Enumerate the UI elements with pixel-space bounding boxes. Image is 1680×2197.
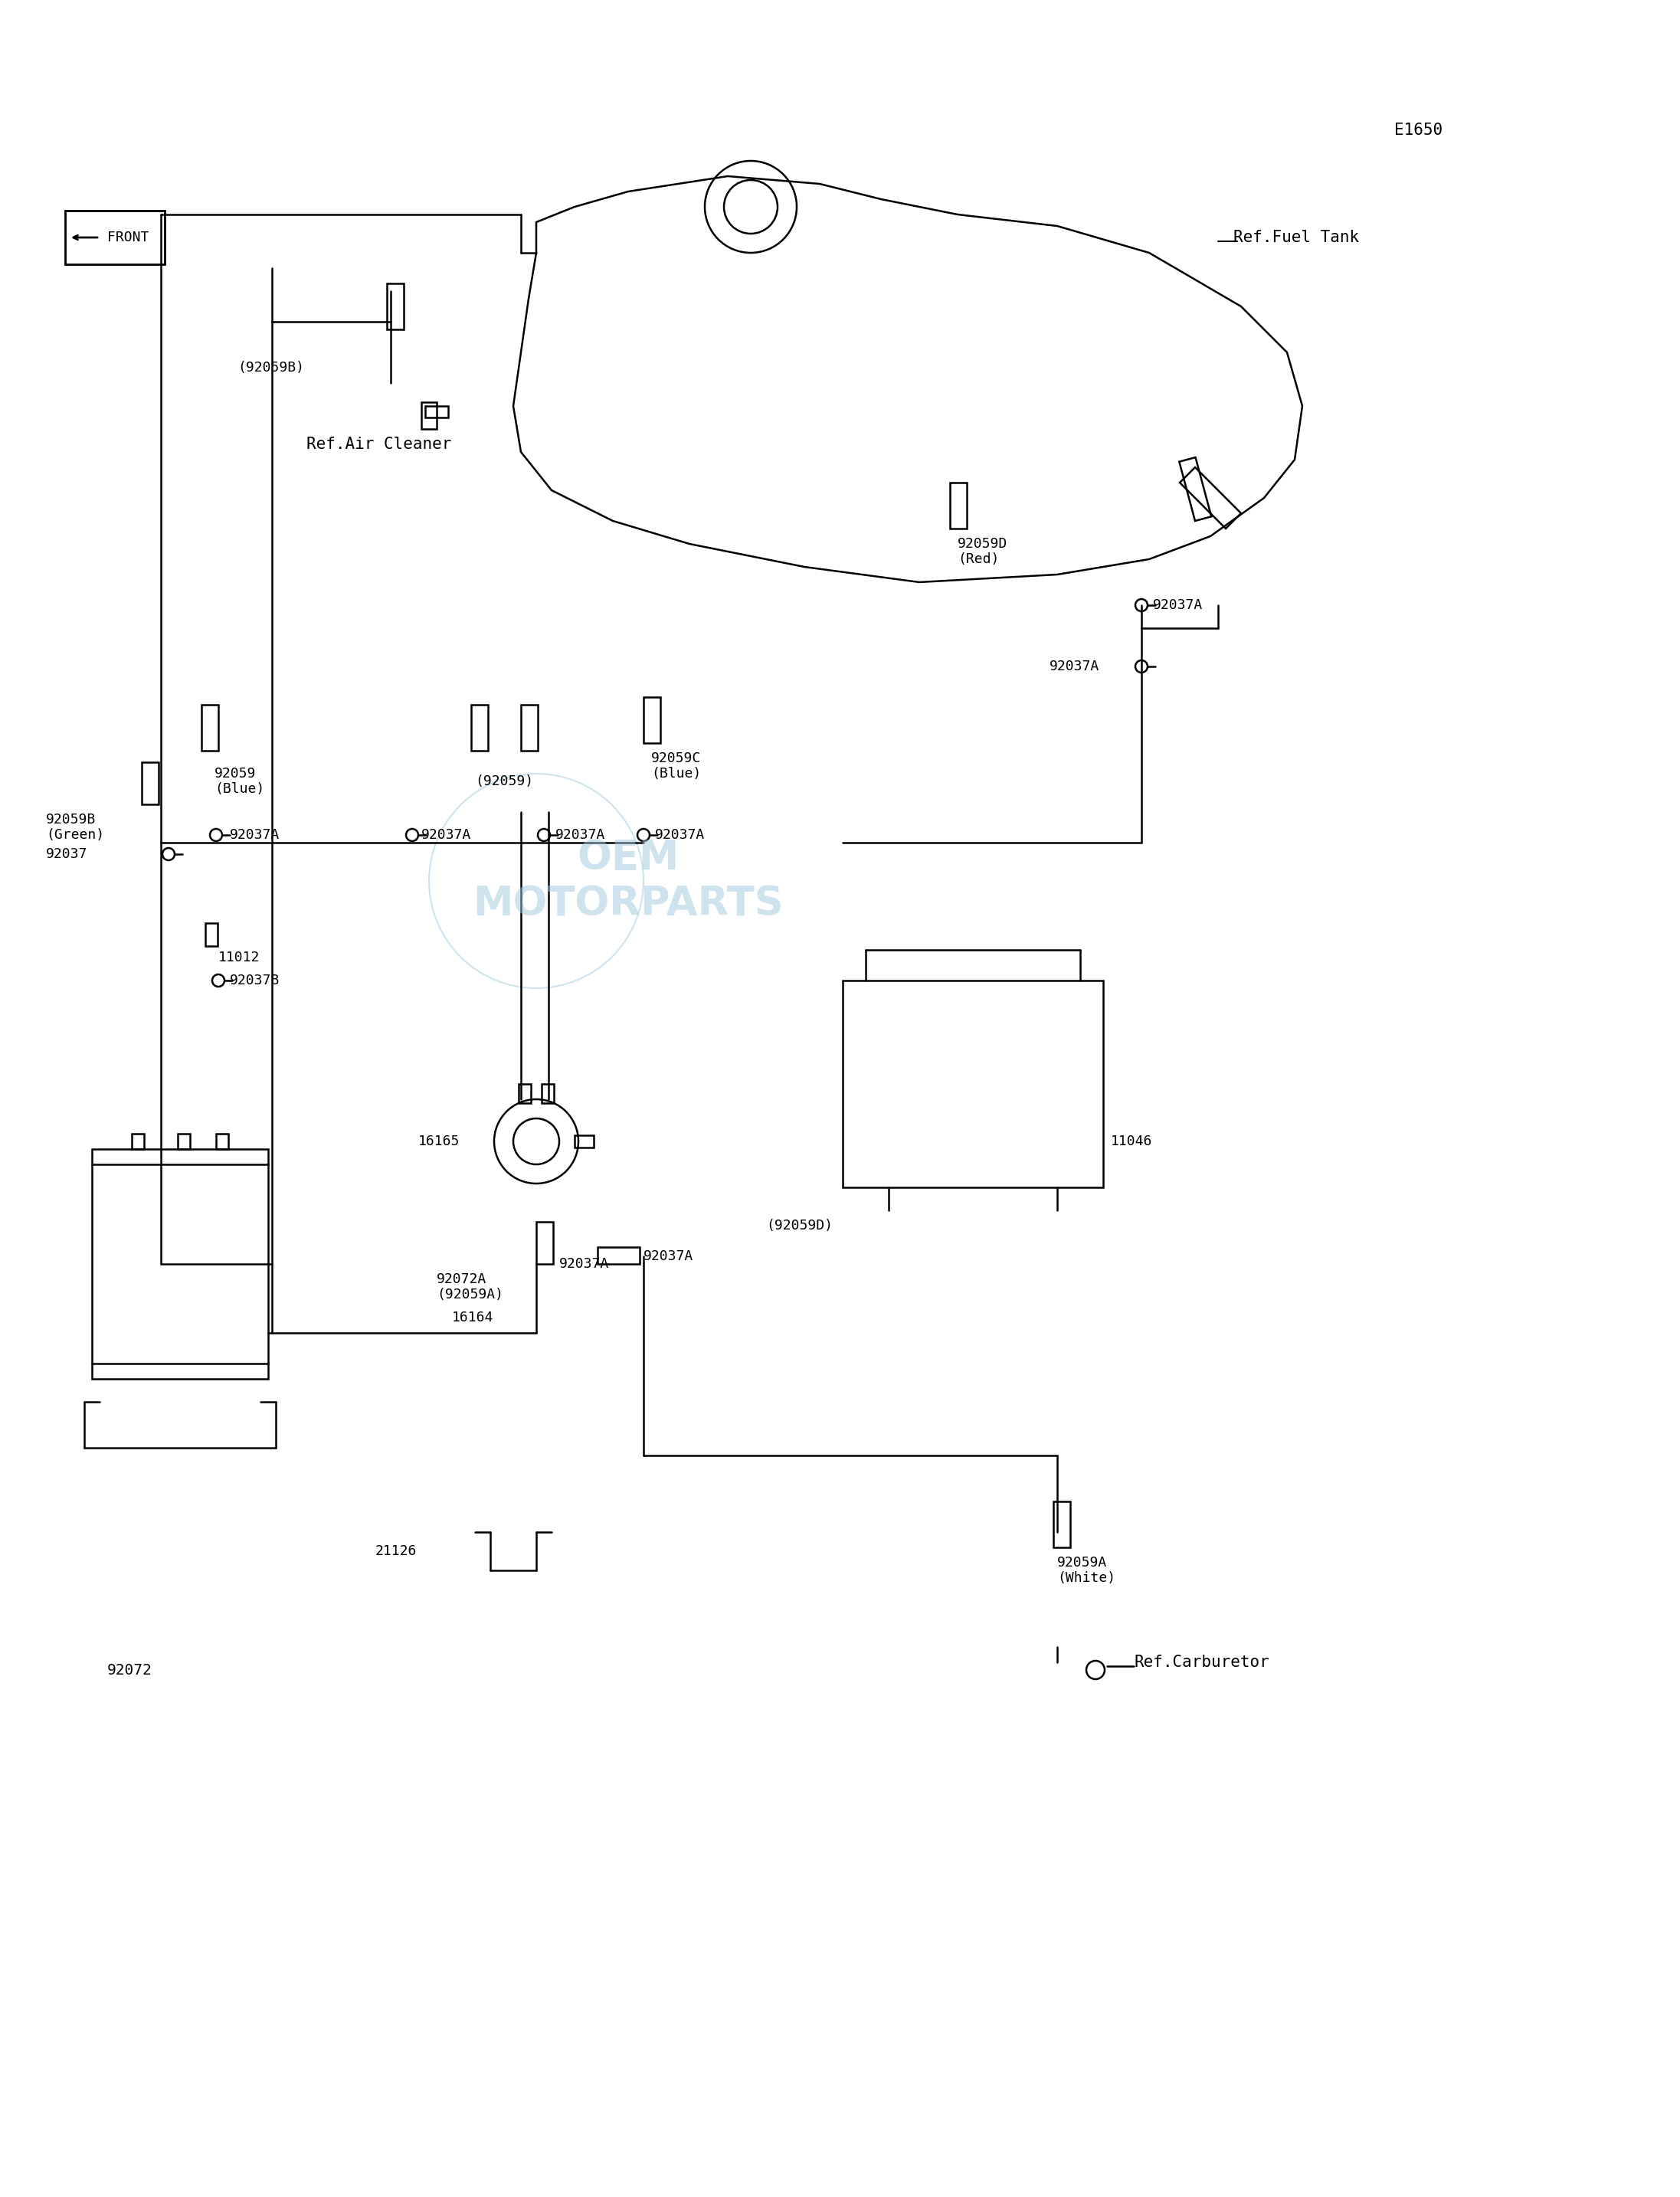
Bar [217,1134,228,1149]
Bar [386,283,403,330]
Bar [536,1222,553,1263]
Bar [521,705,538,751]
Bar [92,1149,269,1380]
Text: 92037A: 92037A [655,828,706,841]
Bar [141,762,158,804]
Bar [541,1083,554,1103]
Text: Ref.Fuel Tank: Ref.Fuel Tank [1233,231,1359,246]
Text: 92037A: 92037A [230,828,281,841]
Bar [1179,457,1211,521]
Text: (92059D): (92059D) [766,1219,833,1233]
Text: OEM
MOTORPARTS: OEM MOTORPARTS [472,837,783,925]
Bar [643,696,660,743]
Text: 11046: 11046 [1110,1134,1152,1149]
Text: E1650: E1650 [1394,123,1443,138]
Bar [202,705,218,751]
Text: 92059B
(Green): 92059B (Green) [45,813,104,841]
Text: 11012: 11012 [218,951,260,964]
Text: 92059D
(Red): 92059D (Red) [958,536,1008,567]
Bar [422,402,437,428]
Bar [519,1083,531,1103]
Text: 92037A: 92037A [643,1250,694,1263]
Bar [470,705,487,751]
Bar [949,483,966,529]
Text: 92037B: 92037B [230,973,281,986]
Text: 92037A: 92037A [422,828,472,841]
Bar [66,211,165,264]
Bar [425,406,449,417]
Bar [575,1136,593,1147]
Bar [131,1134,144,1149]
Text: 92072A
(92059A): 92072A (92059A) [437,1272,504,1303]
Bar [1053,1501,1070,1547]
Text: 92059C
(Blue): 92059C (Blue) [652,751,701,780]
Text: 16164: 16164 [452,1312,494,1325]
Text: 92037A: 92037A [556,828,605,841]
Text: 92072: 92072 [108,1663,153,1676]
Text: FRONT: FRONT [108,231,150,244]
Bar [178,1134,190,1149]
Text: 16165: 16165 [418,1134,460,1149]
Text: Ref.Carburetor: Ref.Carburetor [1134,1654,1268,1670]
Text: 92037A: 92037A [1152,598,1203,613]
Text: 92037A: 92037A [1050,659,1099,672]
Text: 92059A
(White): 92059A (White) [1057,1555,1116,1586]
Text: 21126: 21126 [375,1544,417,1558]
Text: 92059
(Blue): 92059 (Blue) [215,767,264,795]
Text: 92037A: 92037A [559,1257,610,1270]
Bar [598,1248,640,1263]
Bar [843,980,1104,1186]
Text: 92037: 92037 [45,848,87,861]
Text: Ref.Air Cleaner: Ref.Air Cleaner [306,437,452,453]
Text: (92059): (92059) [475,776,533,789]
Text: (92059B): (92059B) [237,360,304,376]
Bar [205,923,218,947]
